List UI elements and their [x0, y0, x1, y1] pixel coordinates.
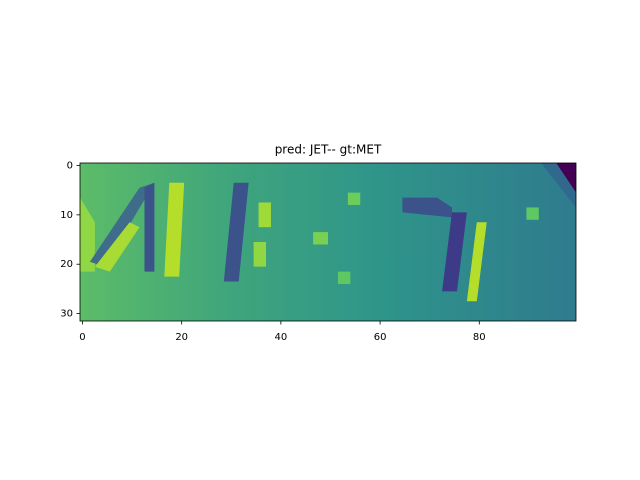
- axes-frame: [79, 162, 577, 322]
- image: [80, 163, 576, 321]
- x-tick-label: 20: [175, 332, 188, 343]
- x-tick-label: 40: [275, 332, 288, 343]
- y-tick-label: 30: [60, 309, 73, 320]
- y-tick-label: 10: [60, 210, 73, 221]
- x-tick-label: 60: [374, 332, 387, 343]
- x-tick-label: 0: [79, 332, 85, 343]
- chart-title: pred: JET-- gt:MET: [275, 143, 382, 157]
- y-tick-label: 20: [60, 259, 73, 270]
- x-tick-label: 80: [473, 332, 486, 343]
- y-tick-label: 0: [67, 160, 73, 171]
